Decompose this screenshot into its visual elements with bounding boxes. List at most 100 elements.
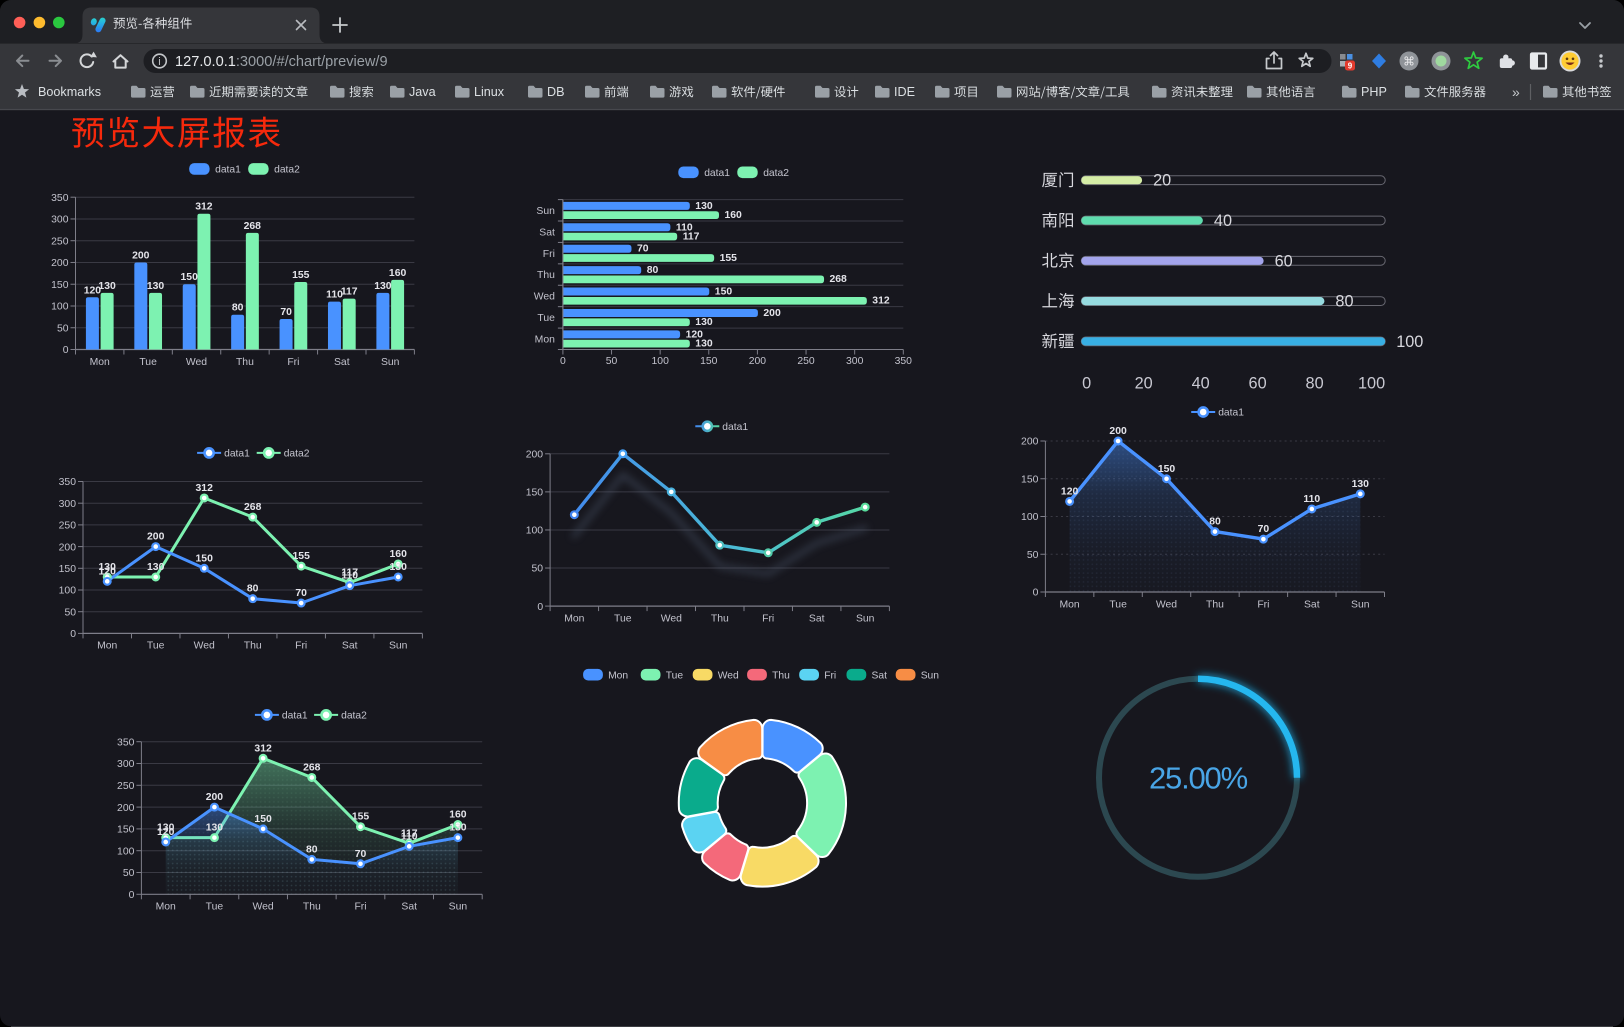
svg-text:150: 150 [700,356,718,367]
svg-text:80: 80 [247,584,259,595]
svg-text:100: 100 [51,302,69,313]
svg-text:Tue: Tue [1109,599,1127,610]
svg-text:70: 70 [1258,524,1270,535]
svg-text:70: 70 [355,849,367,860]
svg-text:117: 117 [401,828,418,839]
svg-text:Thu: Thu [303,902,321,913]
svg-text:200: 200 [59,542,77,553]
svg-text:Wed: Wed [1156,599,1177,610]
svg-text:data1: data1 [224,449,250,460]
svg-text:100: 100 [652,356,670,367]
svg-text:130: 130 [99,562,117,573]
svg-text:250: 250 [117,781,135,792]
svg-text:Wed: Wed [186,357,207,368]
svg-text:60: 60 [1275,252,1293,270]
svg-text:Sun: Sun [856,613,875,624]
svg-text:312: 312 [196,483,214,494]
svg-text:120: 120 [686,329,704,340]
svg-text:Mon: Mon [90,357,110,368]
svg-text:250: 250 [59,521,77,532]
svg-text:20: 20 [1153,172,1171,190]
svg-text:155: 155 [352,812,370,823]
svg-text:200: 200 [51,258,69,269]
svg-text:Wed: Wed [194,641,215,652]
svg-text:100: 100 [117,846,135,857]
svg-text:150: 150 [526,488,544,499]
svg-text:Wed: Wed [661,613,682,624]
svg-text:300: 300 [846,356,864,367]
svg-text:»: » [1512,84,1520,100]
svg-text:200: 200 [1021,437,1039,448]
svg-text:Mon: Mon [608,671,628,682]
svg-text:Fri: Fri [295,641,307,652]
svg-text:PHP: PHP [1361,85,1387,99]
svg-text:Mon: Mon [156,902,176,913]
svg-text:150: 150 [715,287,733,298]
svg-text:150: 150 [117,825,135,836]
svg-text:155: 155 [293,551,311,562]
svg-text:Wed: Wed [718,671,739,682]
svg-text:Thu: Thu [244,641,262,652]
svg-text:Sat: Sat [401,902,417,913]
svg-text:100: 100 [59,586,77,597]
svg-text:120: 120 [84,285,102,296]
svg-text:Mon: Mon [564,613,584,624]
svg-text:0: 0 [129,890,135,901]
svg-text:150: 150 [51,280,69,291]
svg-text:Sun: Sun [536,206,555,217]
svg-text:Fri: Fri [354,902,366,913]
svg-text:Sun: Sun [381,357,400,368]
svg-text:130: 130 [390,562,408,573]
svg-text:80: 80 [1209,517,1221,528]
svg-text:50: 50 [606,356,618,367]
svg-text:40: 40 [1214,212,1232,230]
svg-text:300: 300 [51,215,69,226]
svg-text:117: 117 [341,287,358,298]
svg-text:155: 155 [292,270,310,281]
svg-text:40: 40 [1192,375,1210,393]
svg-text:160: 160 [725,210,743,221]
svg-text:Sat: Sat [334,357,350,368]
svg-text:data2: data2 [274,165,300,176]
svg-text:0: 0 [70,629,76,640]
svg-text:60: 60 [1249,375,1267,393]
svg-text:130: 130 [449,823,467,834]
svg-text:150: 150 [1158,464,1176,475]
svg-text:200: 200 [526,450,544,461]
svg-text:350: 350 [895,356,913,367]
svg-text:130: 130 [147,562,165,573]
svg-text:DB: DB [547,85,565,99]
svg-text:200: 200 [1109,426,1127,437]
svg-text:Fri: Fri [1257,599,1269,610]
svg-text:150: 150 [196,553,214,564]
svg-text:⌘: ⌘ [1403,54,1415,68]
svg-text:100: 100 [1358,375,1385,393]
svg-text:312: 312 [195,202,213,213]
svg-text:Sat: Sat [539,227,555,238]
svg-text:0: 0 [560,356,566,367]
svg-text:70: 70 [280,307,292,318]
svg-text:130: 130 [695,339,713,350]
svg-text:Thu: Thu [772,671,790,682]
svg-text:268: 268 [830,274,848,285]
svg-text:i: i [158,56,160,68]
svg-text:110: 110 [326,290,343,301]
svg-text:130: 130 [147,281,165,292]
svg-text:Fri: Fri [543,249,555,260]
svg-text:250: 250 [51,236,69,247]
svg-text:Fri: Fri [287,357,299,368]
svg-text:155: 155 [720,253,738,264]
svg-text:300: 300 [117,759,135,770]
svg-text:Fri: Fri [824,671,836,682]
svg-text:Tue: Tue [147,641,165,652]
svg-text:312: 312 [254,743,272,754]
svg-text:data1: data1 [704,168,730,179]
svg-text:80: 80 [306,844,318,855]
svg-text:80: 80 [1306,375,1324,393]
svg-text:50: 50 [64,607,76,618]
svg-text:Sat: Sat [809,613,825,624]
svg-text:100: 100 [1021,512,1039,523]
svg-text:70: 70 [295,588,307,599]
svg-text:Sun: Sun [921,671,940,682]
svg-text:Tue: Tue [666,671,684,682]
